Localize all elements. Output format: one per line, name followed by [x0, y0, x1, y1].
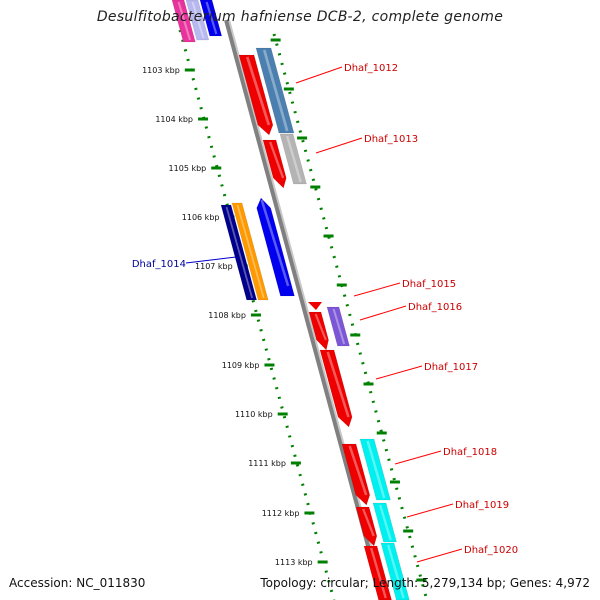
kbp-label: 1108 kbp — [208, 311, 246, 320]
callout-line-dhaf-1015 — [353, 282, 401, 297]
gene-label-dhaf-1012: Dhaf_1012 — [344, 63, 398, 74]
genome-backbone — [224, 19, 385, 600]
callout-line-dhaf-1019 — [406, 503, 454, 518]
gene-highlight — [286, 135, 302, 183]
callout-line-dhaf-1013 — [315, 137, 363, 154]
accession-text: Accession: NC_011830 — [9, 576, 146, 590]
gene-highlight — [245, 56, 271, 126]
gene-label-dhaf-1018: Dhaf_1018 — [443, 447, 497, 458]
gene-highlight — [225, 206, 254, 299]
kbp-label: 1109 kbp — [222, 361, 260, 370]
gene-label-dhaf-1017: Dhaf_1017 — [424, 362, 478, 373]
gene-highlight — [362, 508, 375, 537]
gene-highlight — [314, 313, 327, 341]
callout-line-dhaf-1020 — [416, 548, 463, 563]
gene-label-dhaf-1014: Dhaf_1014 — [132, 259, 186, 270]
gene-bar-dhaf-1020 — [363, 545, 392, 600]
kbp-label: 1111 kbp — [248, 459, 286, 468]
gene-bar-dhaf-1014-pair — [231, 202, 269, 301]
callout-line-dhaf-1014 — [185, 256, 237, 264]
gene-highlight — [260, 199, 290, 287]
gene-bar-dhaf-1012 — [238, 54, 274, 136]
kbp-label: 1103 kbp — [142, 66, 180, 75]
gene-bar-dhaf-1020-pair — [380, 542, 410, 600]
gene-bar-dhaf-1018-pair — [359, 438, 391, 501]
gene-highlight — [205, 1, 218, 35]
callout-line-dhaf-1012 — [295, 66, 343, 84]
gene-label-dhaf-1015: Dhaf_1015 — [402, 279, 456, 290]
kbp-label: 1104 kbp — [155, 115, 193, 124]
kbp-label: 1112 kbp — [262, 509, 300, 518]
gene-label-dhaf-1013: Dhaf_1013 — [364, 134, 418, 145]
gene-highlight — [191, 1, 205, 39]
gene-label-dhaf-1020: Dhaf_1020 — [464, 545, 518, 556]
kbp-label: 1106 kbp — [182, 213, 220, 222]
gene-bar — [199, 0, 223, 37]
gene-highlight — [370, 547, 387, 599]
gene-highlight — [387, 544, 405, 599]
gene-bar-dhaf-1019-pair — [372, 502, 397, 543]
gene-bar-dhaf-1013-pair — [279, 133, 307, 185]
gene-bar-dhaf-1014 — [220, 204, 257, 301]
gene-highlight — [262, 49, 289, 132]
gene-bar-dhaf-1016 — [308, 311, 329, 351]
gene-highlight — [177, 1, 191, 41]
gene-label-dhaf-1016: Dhaf_1016 — [408, 302, 462, 313]
kbp-label: 1105 kbp — [169, 164, 207, 173]
gene-bar-dhaf-1012-pair — [255, 47, 295, 134]
kbp-label: 1107 kbp — [195, 262, 233, 271]
gene-highlight — [348, 445, 368, 496]
gene-highlight — [236, 204, 265, 299]
kbp-label: 1113 kbp — [275, 558, 313, 567]
callout-line-dhaf-1017 — [375, 365, 423, 380]
gene-bar-dhaf-1019 — [355, 506, 378, 547]
gene-highlight — [379, 504, 392, 541]
gene-bar-dhaf-1014-main — [256, 197, 295, 297]
gene-bar-dhaf-1016-pair — [326, 306, 350, 347]
genome-summary-text: Topology: circular; Length: 5,279,134 bp… — [260, 576, 590, 590]
gene-bar — [185, 0, 210, 41]
gene-highlight — [269, 141, 285, 179]
callout-line-dhaf-1018 — [394, 450, 442, 465]
gene-bar-dhaf-1017 — [319, 349, 353, 428]
gene-highlight — [366, 440, 386, 499]
gene-bar-dhaf-1015 — [308, 302, 322, 310]
gene-highlight — [326, 351, 350, 418]
gene-highlight — [332, 308, 346, 345]
gene-bar-dhaf-1013 — [262, 139, 287, 189]
genome-title: Desulfitobacterium hafniense DCB-2, comp… — [96, 9, 504, 25]
kbp-label: 1110 kbp — [235, 410, 273, 419]
callout-line-dhaf-1016 — [359, 305, 407, 321]
gene-bar — [171, 0, 196, 43]
gene-bar-dhaf-1018 — [341, 443, 371, 506]
gene-label-dhaf-1019: Dhaf_1019 — [455, 500, 509, 511]
